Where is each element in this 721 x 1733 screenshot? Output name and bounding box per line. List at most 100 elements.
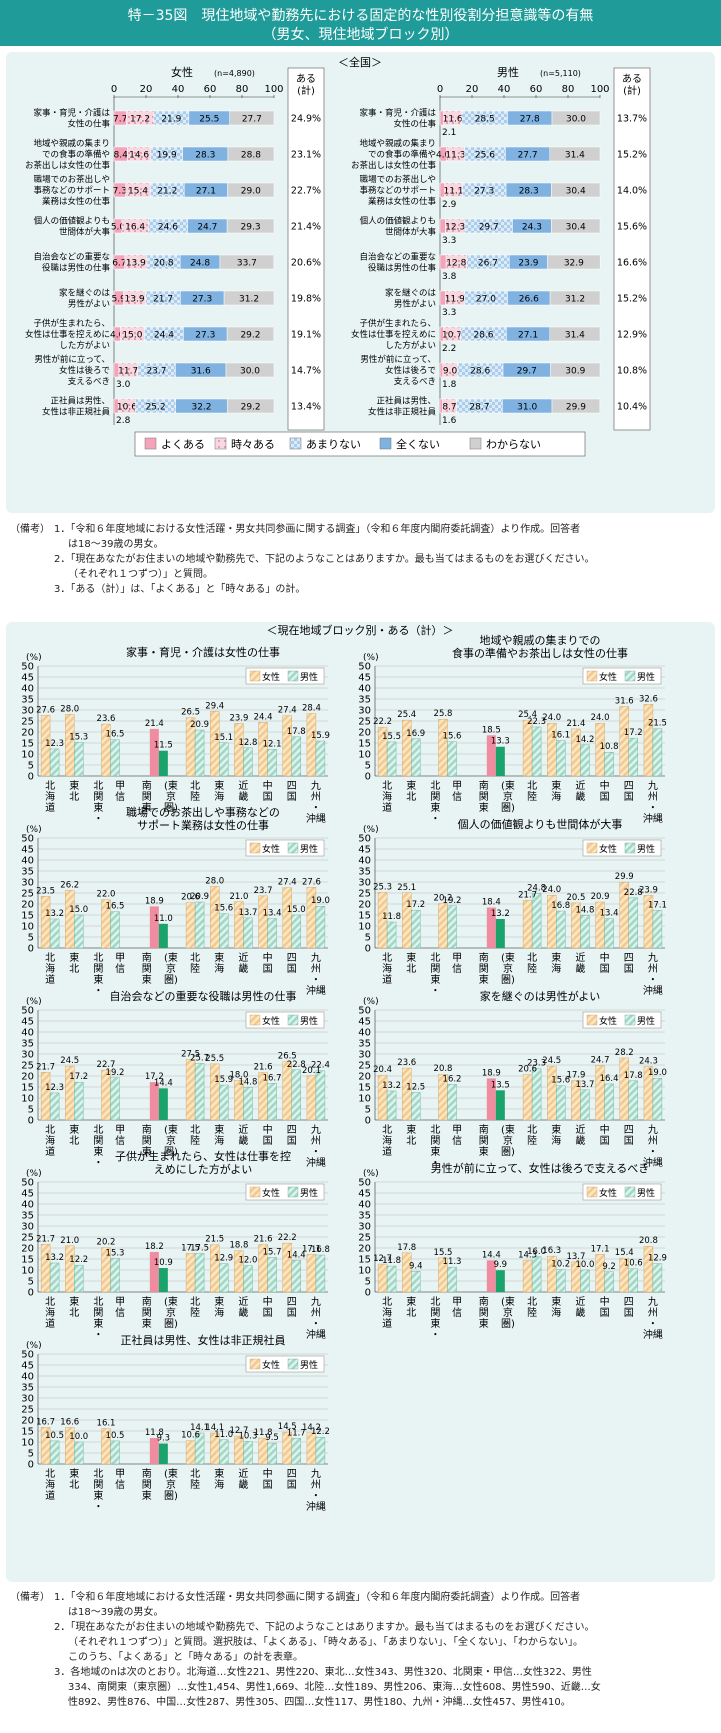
region-label: 関 [93,1479,103,1491]
male-item-label: 支えるべき [394,376,436,387]
note-block-1: （備考） 1．「令和６年度地域における女性活躍・男女共同参画に関する調査」（令和６… [10,522,715,617]
y-tick-label: 30 [358,1222,371,1233]
y-tick-label: 20 [21,900,34,911]
bar-male [74,1264,84,1293]
bar-male [49,918,60,949]
region-label: 東 [479,973,489,986]
y-tick-label: 20 [21,1416,34,1427]
bar-female [377,1263,388,1293]
bar-male [386,1090,397,1121]
region-label: 関 [93,963,103,975]
legend-swatch-male [624,670,636,682]
region-label: 沖縄 [643,1156,663,1169]
region-label: 東 [551,779,561,792]
female-tick-label: 60 [204,84,217,95]
female-segment-label: 8.4 [114,151,129,161]
value-label-female: 14.4 [482,1250,501,1260]
y-tick-label: 40 [21,1372,34,1383]
value-label-female: 11.8 [145,1428,164,1438]
y-tick-label: 40 [21,684,34,695]
region-label: 圏) [501,1318,515,1330]
y-tick-label: 10 [21,1094,34,1105]
value-label-female: 20.6 [181,893,200,903]
bar-female [234,723,244,777]
legend-female: 女性 [599,1187,617,1199]
male-segment-label: 30.4 [566,223,586,233]
region-label: 近 [238,779,248,792]
region-label: 北 [382,952,392,964]
y-tick-label: 30 [21,706,34,717]
region-label: 北 [527,780,537,792]
value-label-male: 11.5 [154,741,173,751]
value-label-male: 21.5 [648,719,667,729]
bar-female [402,1252,412,1293]
legend-male: 男性 [300,843,318,855]
bar-male [267,749,277,777]
region-label: ・ [311,1491,321,1502]
bar-female [210,886,220,949]
y-tick-label: 20 [358,728,371,739]
female-segment-label: 16.4 [125,223,145,233]
female-bar-segment [223,290,275,306]
bar-male [580,1089,590,1121]
region-label: 甲 [115,1125,125,1136]
y-tick-label: 25 [21,1061,34,1072]
region-label: 海 [551,790,561,803]
bar-male [219,1084,229,1121]
legend-male: 男性 [300,1015,318,1027]
value-label-female: 21.0 [60,1236,79,1246]
bar-male [628,1268,638,1293]
y-tick-label: 20 [21,1244,34,1255]
value-label-female: 11.8 [254,1428,273,1438]
value-label-male: 19.0 [311,896,330,906]
region-label: 南 [479,1295,489,1308]
y-tick-label: 20 [21,1072,34,1083]
region-label: 州 [648,1307,658,1319]
region-label: 関 [142,963,152,975]
male-segment-label: 29.7 [517,367,537,377]
region-label: 九 [648,780,658,792]
region-label: 陸 [190,1306,200,1319]
region-label: 甲 [115,1297,125,1308]
region-label: ・ [648,1319,658,1330]
region-label: 北 [406,963,416,975]
region-label: 東 [142,1145,152,1158]
y-tick-label: 25 [21,1405,34,1416]
bar-male [243,917,253,949]
region-label: 国 [263,963,273,975]
bar-male [652,1078,663,1121]
value-label-female: 21.0 [229,892,248,902]
bar-female [149,906,159,948]
female-segment-label: 33.7 [237,259,257,269]
bar-male [194,1432,205,1465]
region-label: 沖縄 [306,1500,326,1513]
region-label: 東 [479,801,489,814]
region-label: 海 [214,1134,224,1147]
bar-male [447,1266,457,1293]
y-tick-label: 45 [21,673,34,684]
region-label: 東 [69,779,79,792]
bar-female [438,903,448,949]
region-label: 東 [406,951,416,964]
y-tick-label: 35 [21,1211,34,1222]
male-total-value: 16.6% [617,258,647,269]
female-item-label: した方がよい [59,340,110,351]
bar-male [110,1440,120,1465]
region-label: 中 [600,779,610,792]
region-label: 沖縄 [306,984,326,997]
female-segment-label: 24.6 [158,223,178,233]
value-label-female: 23.6 [397,1058,416,1068]
bar-male [291,1438,301,1465]
value-label-female: 14.1 [205,1423,224,1433]
chart-title: 食事の準備やお茶出しは女性の仕事 [452,646,628,660]
region-label: 四 [287,781,297,792]
value-label-male: 24.8 [527,883,546,893]
value-label-male: 12.3 [45,739,64,749]
region-label: 関 [430,791,440,803]
male-bar-segment [551,110,601,126]
legend-box [245,1355,325,1373]
region-label: 圏) [164,802,178,814]
male-total-value: 15.6% [617,222,647,233]
region-label: 東 [430,1317,440,1330]
female-item-label: 男性が前に立って、 [34,354,110,365]
